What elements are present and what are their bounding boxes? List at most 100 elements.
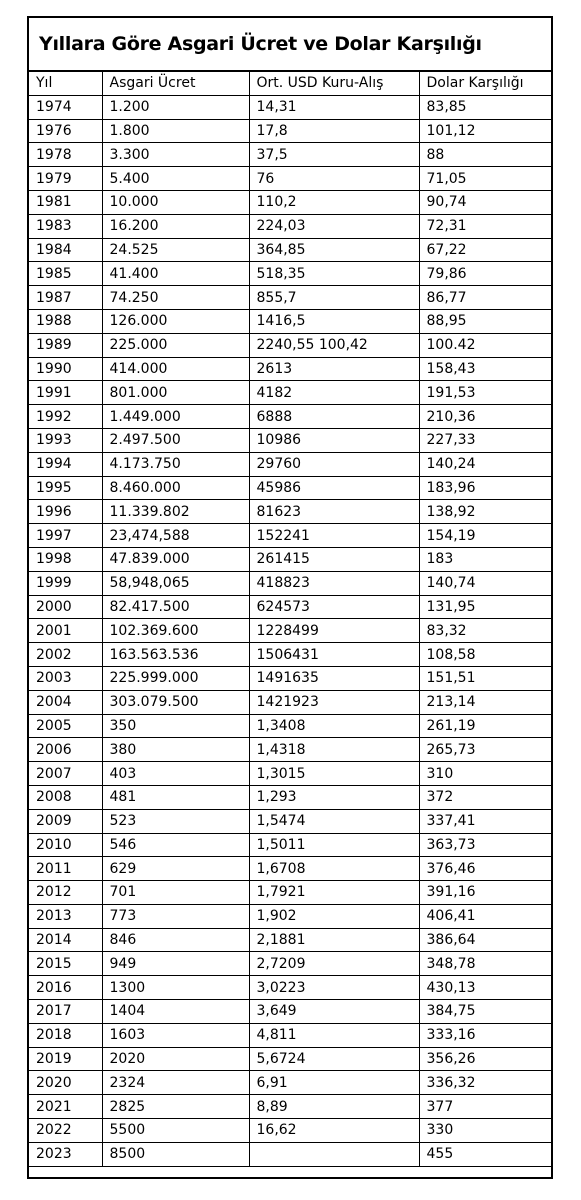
cell-dollar-value: 183,96 — [418, 475, 551, 501]
cell-dollar-value: 88 — [418, 142, 551, 168]
cell-min-wage: 47.839.000 — [101, 546, 250, 572]
cell-year: 1985 — [29, 261, 103, 287]
cell-year: 1983 — [29, 213, 103, 239]
cell-dollar-value: 210,36 — [418, 404, 551, 429]
cell-year: 1988 — [29, 308, 103, 334]
cell-min-wage: 1.200 — [101, 94, 250, 120]
table-body: 1974 1.200 14,31 83,85 1976 1.800 17,8 101,12 19… — [29, 94, 551, 1167]
cell-usd-rate: 1421923 — [248, 689, 420, 715]
cell-dollar-value: 101,12 — [418, 118, 551, 144]
cell-min-wage: 949 — [101, 951, 250, 977]
cell-year: 1994 — [29, 451, 103, 477]
cell-dollar-value: 140,74 — [418, 570, 551, 596]
cell-year: 2017 — [29, 999, 103, 1024]
cell-min-wage: 1404 — [101, 999, 250, 1024]
cell-dollar-value: 406,41 — [418, 903, 551, 929]
cell-dollar-value: 348,78 — [418, 951, 551, 977]
cell-usd-rate: 37,5 — [248, 142, 420, 168]
table-row: 1996 11.339.802 81623 138,92 — [29, 499, 551, 525]
table-row: 1976 1.800 17,8 101,12 — [29, 118, 551, 144]
table-row: 2011 629 1,6708 376,46 — [29, 856, 551, 882]
cell-dollar-value: 337,41 — [418, 808, 551, 834]
table-row: 2008 481 1,293 372 — [29, 784, 551, 810]
cell-year: 1993 — [29, 427, 103, 453]
cell-min-wage: 41.400 — [101, 261, 250, 287]
cell-usd-rate — [248, 1141, 420, 1167]
cell-year: 2008 — [29, 784, 103, 810]
cell-min-wage: 3.300 — [101, 142, 250, 168]
cell-min-wage: 1300 — [101, 975, 250, 1001]
cell-dollar-value: 330 — [418, 1118, 551, 1143]
cell-usd-rate: 1,4318 — [248, 737, 420, 763]
table-row: 2007 403 1,3015 310 — [29, 761, 551, 786]
cell-year: 2007 — [29, 761, 103, 786]
cell-min-wage: 350 — [101, 713, 250, 739]
cell-dollar-value: 386,64 — [418, 927, 551, 953]
cell-year: 2003 — [29, 665, 103, 691]
cell-usd-rate: 4182 — [248, 380, 420, 406]
cell-usd-rate: 1416,5 — [248, 308, 420, 334]
cell-year: 1984 — [29, 237, 103, 263]
cell-min-wage: 414.000 — [101, 356, 250, 382]
cell-usd-rate: 14,31 — [248, 94, 420, 120]
cell-year: 1979 — [29, 166, 103, 191]
table-row: 1987 74.250 855,7 86,77 — [29, 285, 551, 310]
cell-dollar-value: 67,22 — [418, 237, 551, 263]
cell-dollar-value: 265,73 — [418, 737, 551, 763]
cell-usd-rate: 1,3408 — [248, 713, 420, 739]
table-row: 2016 1300 3,0223 430,13 — [29, 975, 551, 1001]
document-title: Yıllara Göre Asgari Ücret ve Dolar Karşı… — [39, 33, 482, 55]
cell-dollar-value: 336,32 — [418, 1070, 551, 1096]
table-row: 2020 2324 6,91 336,32 — [29, 1070, 551, 1096]
cell-usd-rate: 8,89 — [248, 1094, 420, 1120]
cell-usd-rate: 3,0223 — [248, 975, 420, 1001]
cell-usd-rate: 16,62 — [248, 1118, 420, 1143]
cell-year: 2018 — [29, 1022, 103, 1048]
cell-usd-rate: 1491635 — [248, 665, 420, 691]
cell-year: 2002 — [29, 642, 103, 667]
cell-year: 2016 — [29, 975, 103, 1001]
wage-table-document: Yıllara Göre Asgari Ücret ve Dolar Karşı… — [27, 16, 553, 1179]
cell-dollar-value: 191,53 — [418, 380, 551, 406]
cell-dollar-value: 158,43 — [418, 356, 551, 382]
cell-year: 2005 — [29, 713, 103, 739]
cell-usd-rate: 45986 — [248, 475, 420, 501]
cell-usd-rate: 1,6708 — [248, 856, 420, 882]
cell-usd-rate: 364,85 — [248, 237, 420, 263]
cell-usd-rate: 1,5011 — [248, 832, 420, 858]
table-row: 1998 47.839.000 261415 183 — [29, 546, 551, 572]
cell-min-wage: 23,474,588 — [101, 523, 250, 548]
cell-dollar-value: 363,73 — [418, 832, 551, 858]
cell-dollar-value: 356,26 — [418, 1046, 551, 1072]
cell-dollar-value: 83,85 — [418, 94, 551, 120]
table-row: 2000 82.417.500 624573 131,95 — [29, 594, 551, 620]
cell-year: 1981 — [29, 189, 103, 215]
cell-min-wage: 225.000 — [101, 332, 250, 358]
cell-dollar-value: 72,31 — [418, 213, 551, 239]
table-row: 2005 350 1,3408 261,19 — [29, 713, 551, 739]
cell-usd-rate: 110,2 — [248, 189, 420, 215]
table-row: 2014 846 2,1881 386,64 — [29, 927, 551, 953]
cell-min-wage: 629 — [101, 856, 250, 882]
cell-min-wage: 82.417.500 — [101, 594, 250, 620]
cell-dollar-value: 455 — [418, 1141, 551, 1167]
table-row: 2012 701 1,7921 391,16 — [29, 880, 551, 905]
table-row: 2021 2825 8,89 377 — [29, 1094, 551, 1120]
table-row: 2006 380 1,4318 265,73 — [29, 737, 551, 763]
cell-min-wage: 701 — [101, 880, 250, 905]
cell-year: 1999 — [29, 570, 103, 596]
cell-usd-rate: 518,35 — [248, 261, 420, 287]
cell-usd-rate: 261415 — [248, 546, 420, 572]
cell-usd-rate: 418823 — [248, 570, 420, 596]
cell-min-wage: 773 — [101, 903, 250, 929]
cell-dollar-value: 213,14 — [418, 689, 551, 715]
cell-dollar-value: 384,75 — [418, 999, 551, 1024]
table-row: 1991 801.000 4182 191,53 — [29, 380, 551, 406]
header-usd-rate: Ort. USD Kuru-Alış — [248, 72, 420, 96]
cell-year: 2011 — [29, 856, 103, 882]
table-row: 2009 523 1,5474 337,41 — [29, 808, 551, 834]
cell-dollar-value: 140,24 — [418, 451, 551, 477]
cell-year: 2022 — [29, 1118, 103, 1143]
cell-year: 1990 — [29, 356, 103, 382]
cell-year: 2019 — [29, 1046, 103, 1072]
